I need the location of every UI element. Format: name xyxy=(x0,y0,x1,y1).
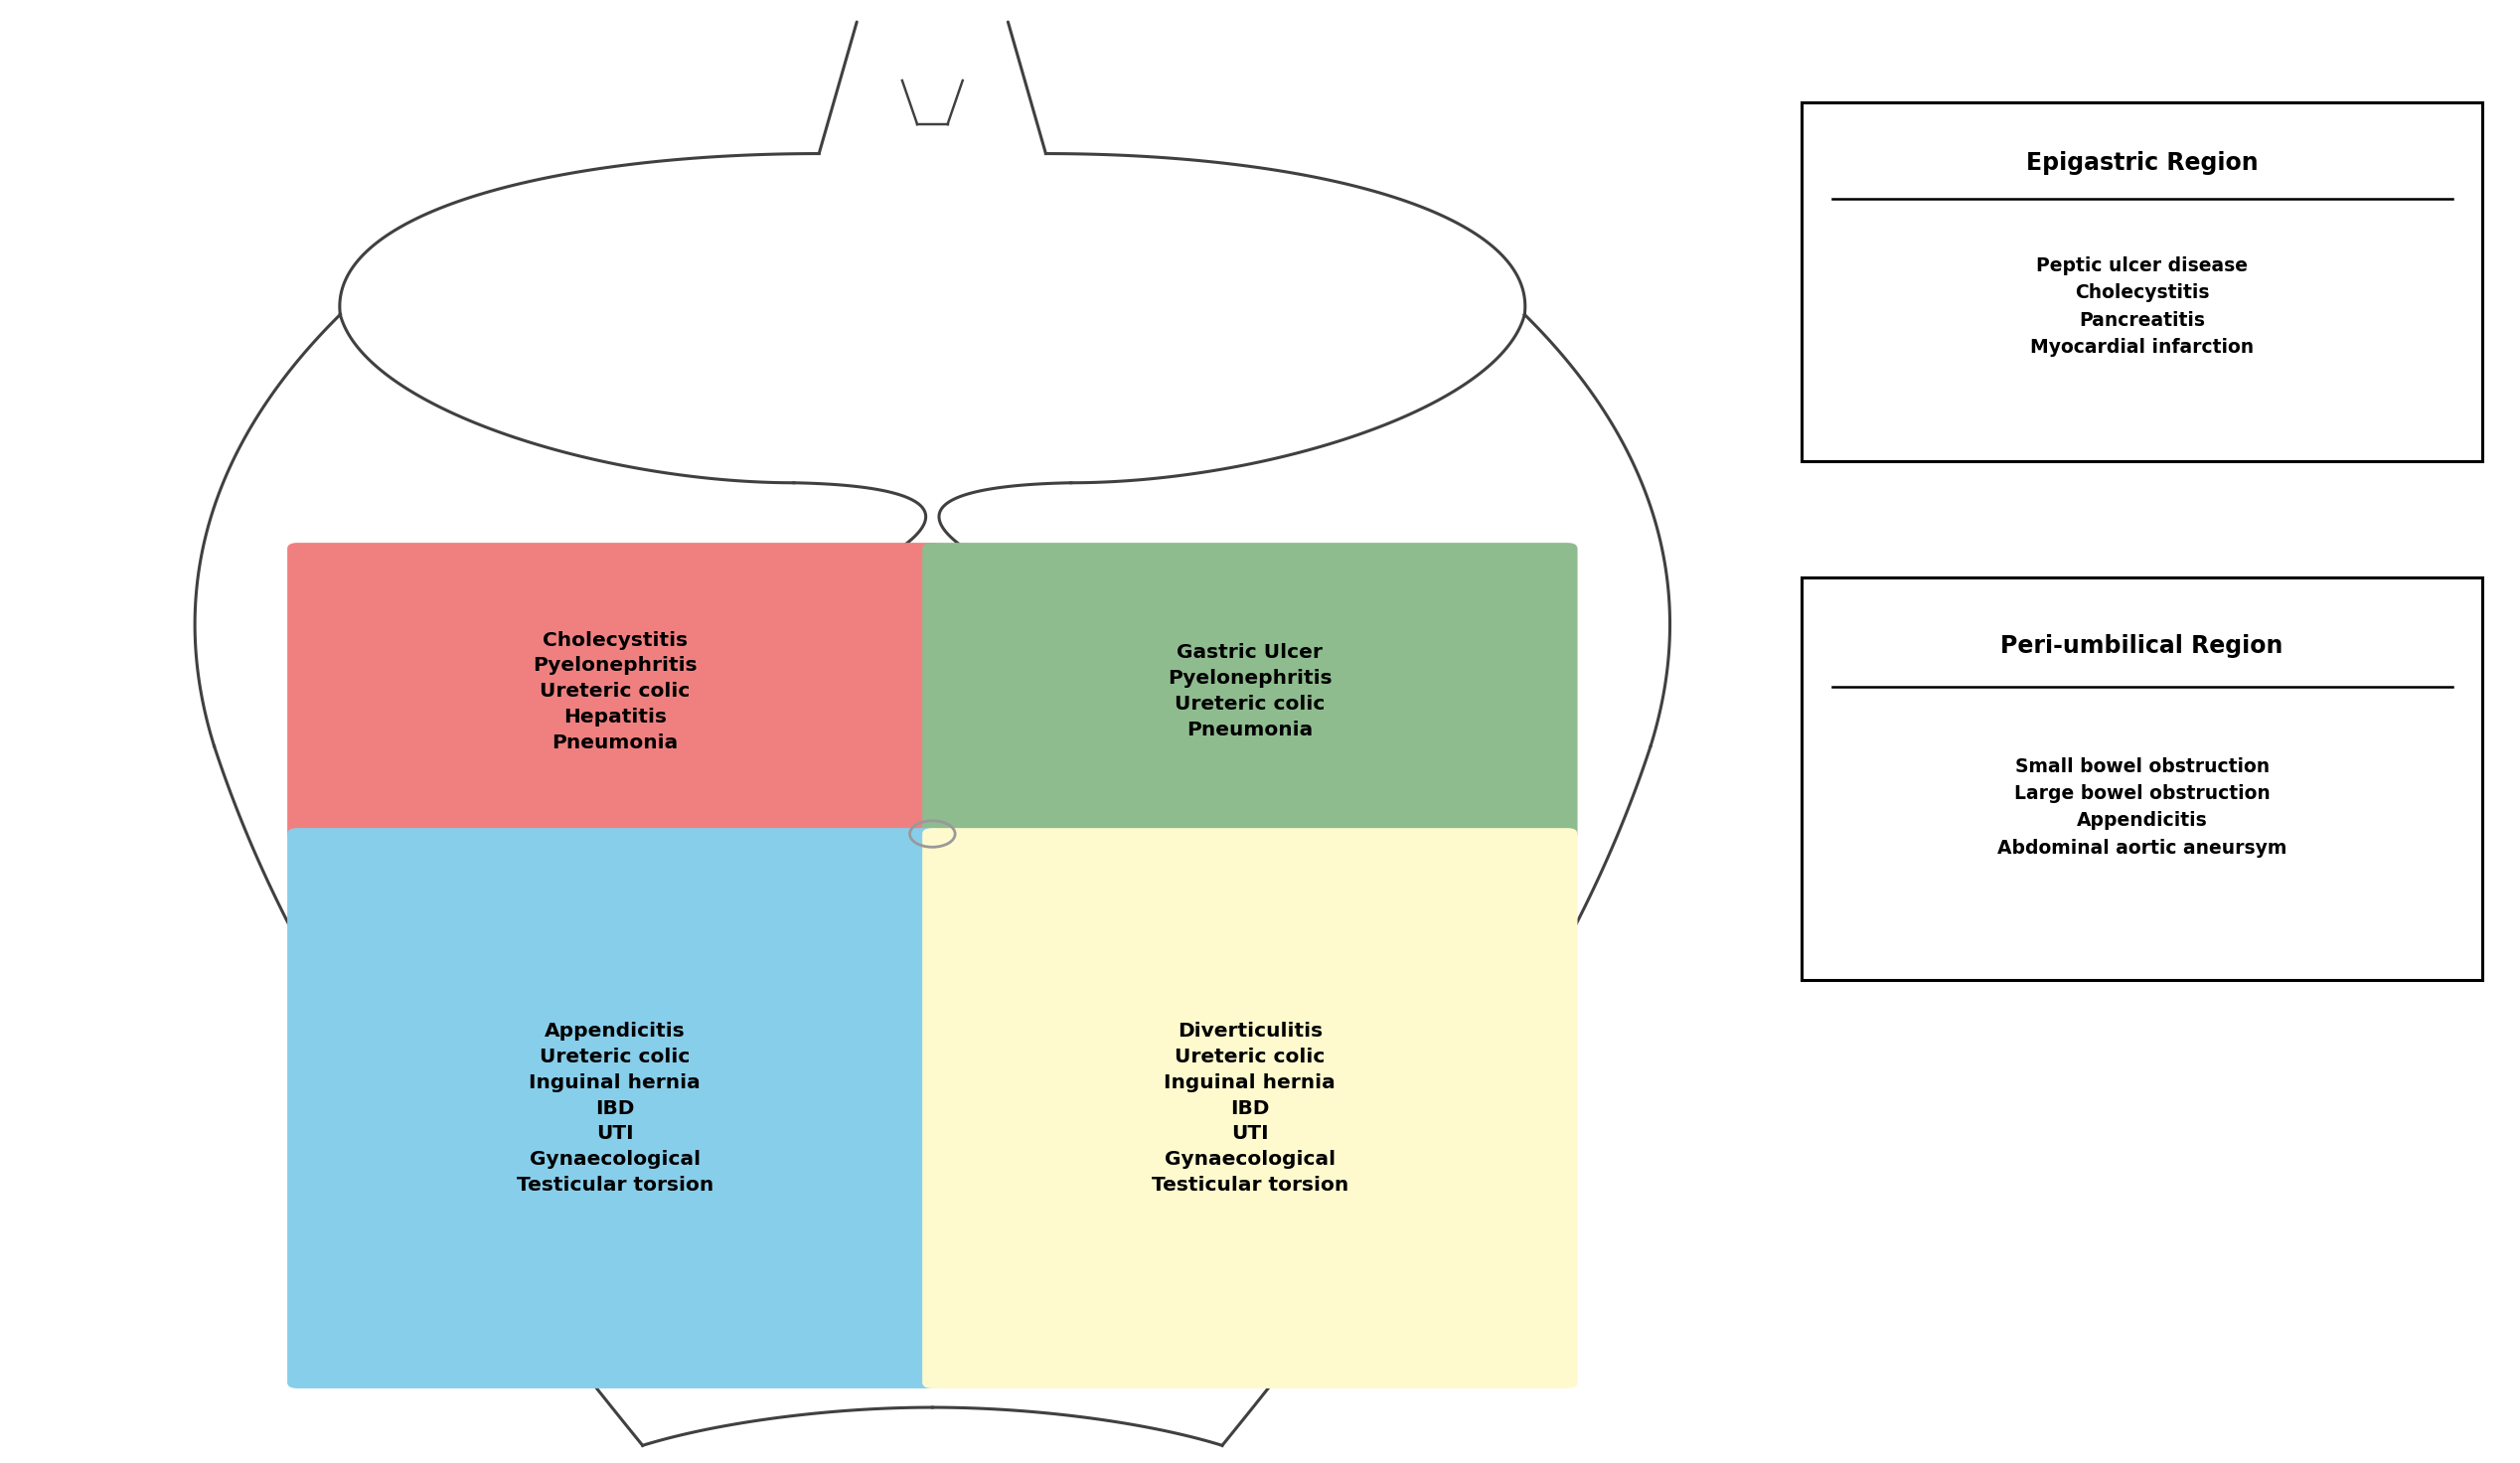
FancyBboxPatch shape xyxy=(1802,578,2482,980)
FancyBboxPatch shape xyxy=(922,828,1578,1388)
Text: Small bowel obstruction
Large bowel obstruction
Appendicitis
Abdominal aortic an: Small bowel obstruction Large bowel obst… xyxy=(1998,758,2286,857)
Text: Peptic ulcer disease
Cholecystitis
Pancreatitis
Myocardial infarction: Peptic ulcer disease Cholecystitis Pancr… xyxy=(2031,256,2253,357)
Text: Epigastric Region: Epigastric Region xyxy=(2026,151,2258,176)
FancyBboxPatch shape xyxy=(1802,102,2482,461)
Text: Cholecystitis
Pyelonephritis
Ureteric colic
Hepatitis
Pneumonia: Cholecystitis Pyelonephritis Ureteric co… xyxy=(532,631,698,752)
FancyBboxPatch shape xyxy=(922,543,1578,840)
Text: Peri-umbilical Region: Peri-umbilical Region xyxy=(2001,635,2283,658)
FancyBboxPatch shape xyxy=(287,543,942,840)
Text: Gastric Ulcer
Pyelonephritis
Ureteric colic
Pneumonia: Gastric Ulcer Pyelonephritis Ureteric co… xyxy=(1167,644,1333,739)
Text: Diverticulitis
Ureteric colic
Inguinal hernia
IBD
UTI
Gynaecological
Testicular : Diverticulitis Ureteric colic Inguinal h… xyxy=(1152,1023,1348,1194)
Text: Appendicitis
Ureteric colic
Inguinal hernia
IBD
UTI
Gynaecological
Testicular to: Appendicitis Ureteric colic Inguinal her… xyxy=(517,1023,713,1194)
FancyBboxPatch shape xyxy=(287,828,942,1388)
